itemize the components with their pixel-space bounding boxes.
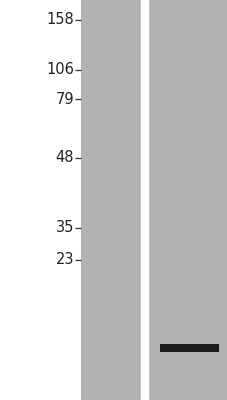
Text: 48: 48 (55, 150, 74, 166)
Text: 35: 35 (55, 220, 74, 236)
Bar (147, 0, 227, 400)
Text: 158: 158 (46, 12, 74, 28)
Bar (81, 0, 141, 400)
Text: 79: 79 (55, 92, 74, 107)
Text: 106: 106 (46, 62, 74, 78)
Text: 23: 23 (55, 252, 74, 268)
Bar (159, 344, 218, 352)
